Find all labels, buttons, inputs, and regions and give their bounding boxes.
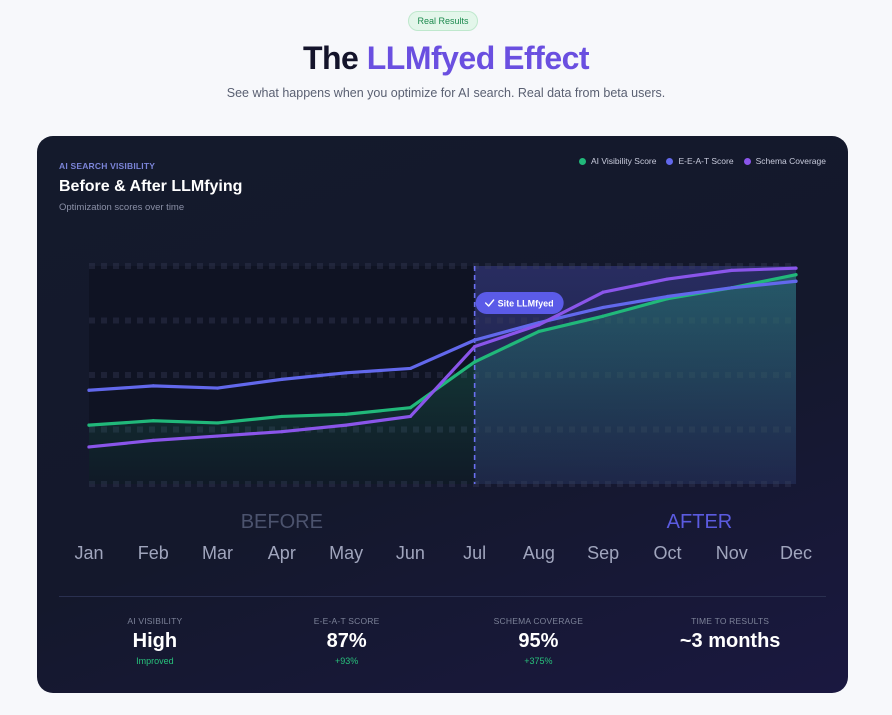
stat-change: Improved — [136, 656, 174, 666]
data-point — [215, 386, 220, 390]
stat-change: +375% — [524, 656, 553, 666]
chart-title: Before & After LLMfying — [59, 178, 243, 195]
stat-value: 95% — [518, 630, 559, 652]
data-point — [473, 360, 477, 364]
data-point — [665, 277, 670, 281]
data-point — [151, 438, 155, 442]
line-chart: Site LLMfyed BEFORE AFTER Jan Feb Mar Apr May Ju… — [74, 263, 812, 563]
x-tick-label: May — [329, 543, 363, 563]
legend-item[interactable]: Schema Coverage — [743, 156, 826, 166]
legend-label: E-E-A-T Score — [678, 156, 734, 166]
data-point — [794, 279, 798, 283]
stat-label: E-E-A-T SCORE — [313, 616, 380, 626]
title-accent: LLMfyed Effect — [366, 40, 590, 76]
legend-dot-icon — [743, 157, 751, 165]
data-point — [151, 384, 155, 388]
stat-label: SCHEMA COVERAGE — [493, 616, 584, 626]
data-point — [601, 314, 605, 318]
data-point — [794, 273, 798, 277]
divider — [59, 596, 826, 597]
eeat-score-line — [87, 279, 798, 392]
data-point — [280, 377, 284, 381]
legend-dot-icon — [666, 157, 674, 165]
data-point — [408, 406, 412, 410]
site-llmfyed-marker: Site LLMfyed — [475, 292, 564, 314]
ai-visibility-line — [87, 273, 798, 427]
legend-dot-icon — [578, 157, 586, 165]
data-point — [537, 329, 541, 333]
stat-label: AI VISIBILITY — [127, 616, 183, 626]
data-point — [730, 268, 734, 272]
data-point — [473, 338, 477, 342]
check-icon — [484, 299, 495, 307]
marker-label: Site LLMfyed — [498, 299, 554, 309]
stat-time-to-results: TIME TO RESULTS ~3 months — [634, 616, 826, 666]
data-point — [215, 434, 220, 438]
after-label: AFTER — [667, 511, 733, 533]
chart-eyebrow: AI SEARCH VISIBILITY — [59, 161, 156, 171]
x-tick-label: Nov — [716, 543, 748, 563]
stat-value: ~3 months — [679, 630, 781, 652]
chart-card: AI SEARCH VISIBILITY Before & After LLMf… — [37, 136, 848, 693]
x-tick-label: Dec — [780, 543, 812, 563]
legend-item[interactable]: E-E-A-T Score — [666, 156, 734, 166]
data-point — [473, 345, 477, 349]
stat-schema-coverage: SCHEMA COVERAGE 95% +375% — [443, 616, 635, 666]
title-prefix: The — [302, 40, 367, 76]
data-point — [408, 414, 412, 419]
legend-label: AI Visibility Score — [590, 156, 657, 166]
stat-eeat-score: E-E-A-T SCORE 87% +93% — [251, 616, 443, 666]
x-tick-label: Jun — [396, 543, 425, 563]
page-subtitle: See what happens when you optimize for A… — [226, 86, 666, 100]
data-point — [215, 421, 220, 425]
data-point — [601, 305, 605, 310]
before-label: BEFORE — [241, 511, 323, 533]
data-point — [408, 366, 412, 371]
x-tick-label: Sep — [587, 543, 619, 563]
data-point — [794, 266, 798, 270]
data-point — [344, 412, 348, 416]
x-tick-label: Oct — [653, 543, 681, 563]
page-title: The LLMfyed Effect — [0, 40, 892, 77]
chart-subtitle: Optimization scores over time — [59, 202, 185, 213]
data-point — [537, 323, 541, 327]
x-tick-label: Aug — [523, 543, 555, 563]
x-tick-label: Mar — [202, 543, 233, 563]
marker-pill — [475, 292, 564, 314]
data-point — [87, 388, 91, 392]
stats-row: AI VISIBILITY High Improved E-E-A-T SCOR… — [59, 616, 826, 666]
chart-legend: AI Visibility Score E-E-A-T Score Schema… — [578, 156, 826, 166]
x-tick-label: Feb — [138, 543, 169, 563]
stat-change: +93% — [334, 656, 359, 666]
x-tick-label: Apr — [268, 543, 296, 563]
results-badge: Real Results — [408, 11, 478, 31]
data-point — [601, 290, 605, 294]
data-point — [151, 419, 155, 423]
legend-item[interactable]: AI Visibility Score — [578, 156, 657, 166]
data-point — [730, 286, 734, 290]
stat-value: High — [132, 630, 178, 652]
legend-label: Schema Coverage — [755, 156, 826, 166]
data-point — [344, 423, 348, 427]
stat-ai-visibility: AI VISIBILITY High Improved — [59, 616, 251, 666]
stat-value: 87% — [326, 630, 367, 652]
schema-coverage-line — [87, 266, 798, 449]
x-tick-label: Jul — [463, 543, 486, 563]
data-point — [87, 445, 91, 449]
data-point — [280, 414, 284, 419]
data-point — [280, 430, 284, 434]
data-point — [665, 294, 670, 299]
data-point — [344, 371, 348, 375]
stat-label: TIME TO RESULTS — [691, 616, 770, 626]
x-tick-label: Jan — [74, 543, 103, 563]
data-point — [87, 423, 91, 427]
